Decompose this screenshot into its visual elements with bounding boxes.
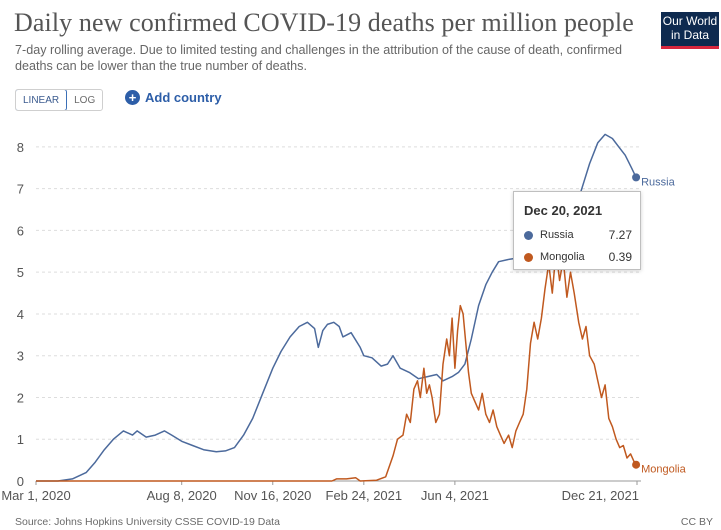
mongolia-legend-dot [524,252,533,262]
end-label-mongolia: Mongolia [641,464,687,476]
y-tick-label: 8 [17,140,24,155]
add-country-button[interactable]: + Add country [125,90,222,105]
owid-logo[interactable]: Our World in Data [661,12,719,49]
series-line-mongolia [36,250,637,482]
logo-line-1: Our World [662,14,718,28]
scale-toggle: LINEAR LOG [15,89,104,111]
source-note[interactable]: Source: Johns Hopkins University CSSE CO… [15,516,280,528]
x-tick-label: Dec 21, 2021 [562,488,639,503]
x-tick-label: Jun 4, 2021 [421,488,489,503]
y-tick-label: 6 [17,223,24,238]
tooltip-date: Dec 20, 2021 [524,203,603,218]
license-link[interactable]: CC BY [680,516,713,528]
x-tick-label: Nov 16, 2020 [234,488,311,503]
tooltip-series-value: 7.27 [608,228,632,242]
y-tick-label: 5 [17,265,24,280]
series-line-russia [36,133,637,482]
tooltip-series-name: Russia [540,229,574,241]
end-label-russia: Russia [641,176,676,188]
chart-title: Daily new confirmed COVID-19 deaths per … [14,8,634,37]
tooltip-row-mongolia: Mongolia 0.39 [524,250,632,264]
end-marker-mongolia [632,460,641,469]
x-tick-label: Aug 8, 2020 [147,488,217,503]
tooltip-series-value: 0.39 [608,250,632,264]
tooltip-row-russia: Russia 7.27 [524,228,632,242]
chart-subtitle: 7-day rolling average. Due to limited te… [15,43,622,73]
y-tick-label: 2 [17,390,24,405]
log-scale-button[interactable]: LOG [74,94,96,106]
y-tick-label: 7 [17,182,24,197]
russia-legend-dot [524,230,533,240]
logo-accent-bar [661,46,719,49]
end-marker-russia [632,173,641,182]
add-country-label: Add country [145,90,222,105]
logo-line-2: in Data [670,27,710,42]
x-tick-label: Mar 1, 2020 [1,488,70,503]
linear-scale-button[interactable]: LINEAR [16,90,68,110]
tooltip: Dec 20, 2021 Russia 7.27 Mongolia 0.39 [513,191,641,270]
y-tick-label: 0 [17,474,24,489]
plus-icon: + [125,90,140,105]
y-tick-label: 1 [17,432,24,447]
tooltip-series-name: Mongolia [540,251,585,263]
x-tick-label: Feb 24, 2021 [326,488,403,503]
y-tick-label: 3 [17,349,24,364]
y-tick-label: 4 [17,307,24,322]
